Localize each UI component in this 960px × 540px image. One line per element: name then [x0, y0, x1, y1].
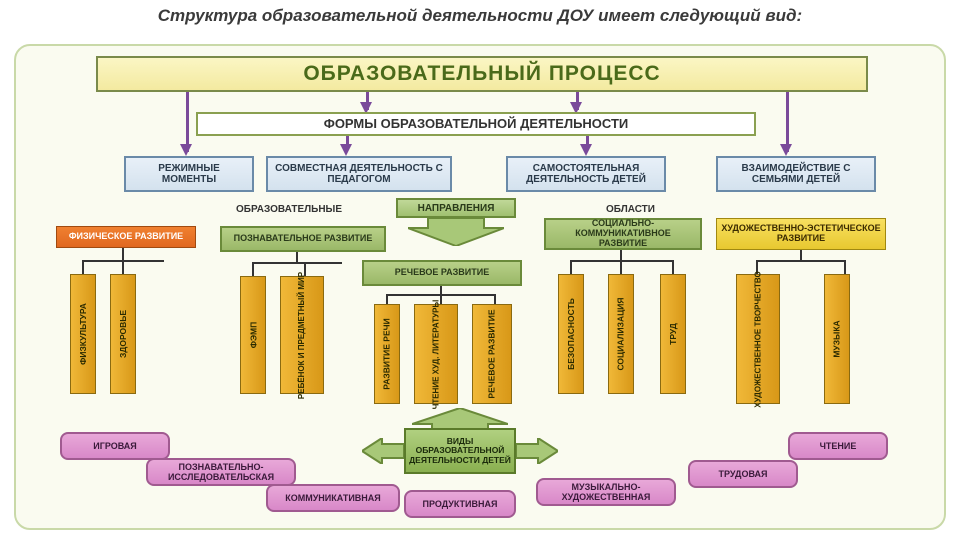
item-label: ФЭМП — [248, 322, 258, 349]
label-oblasti: ОБЛАСТИ — [606, 204, 655, 215]
area-cognitive: ПОЗНАВАТЕЛЬНОЕ РАЗВИТИЕ — [220, 226, 386, 252]
activity-reading: ЧТЕНИЕ — [788, 432, 888, 460]
item-label: СОЦИАЛИЗАЦИЯ — [616, 297, 626, 370]
connector — [82, 260, 84, 274]
item-safety: БЕЗОПАСНОСТЬ — [558, 274, 584, 394]
page-title: Структура образовательной деятельности Д… — [0, 0, 960, 28]
area-art: ХУДОЖЕСТВЕННО-ЭСТЕТИЧЕСКОЕ РАЗВИТИЕ — [716, 218, 886, 250]
item-physculture: ФИЗКУЛЬТУРА — [70, 274, 96, 394]
connector — [620, 260, 622, 274]
activity-research: ПОЗНАВАТЕЛЬНО-ИССЛЕДОВАТЕЛЬСКАЯ — [146, 458, 296, 486]
label-educational: ОБРАЗОВАТЕЛЬНЫЕ — [236, 204, 342, 215]
area-speech: РЕЧЕВОЕ РАЗВИТИЕ — [362, 260, 522, 286]
item-label: РАЗВИТИЕ РЕЧИ — [382, 318, 392, 389]
item-child-world: РЕБЁНОК И ПРЕДМЕТНЫЙ МИР — [280, 276, 324, 394]
item-music: МУЗЫКА — [824, 274, 850, 404]
connector — [620, 250, 622, 260]
item-label: ФИЗКУЛЬТУРА — [78, 303, 88, 365]
item-label: МУЗЫКА — [832, 320, 842, 357]
arrow-stem — [186, 92, 189, 152]
connector — [570, 260, 572, 274]
activity-music-art: МУЗЫКАЛЬНО-ХУДОЖЕСТВЕННАЯ — [536, 478, 676, 506]
form-box-2: СОВМЕСТНАЯ ДЕЯТЕЛЬНОСТЬ С ПЕДАГОГОМ — [266, 156, 452, 192]
connector — [386, 294, 388, 304]
item-socialization: СОЦИАЛИЗАЦИЯ — [608, 274, 634, 394]
item-speech: РЕЧЕВОЕ РАЗВИТИЕ — [472, 304, 512, 404]
activities-center: ВИДЫ ОБРАЗОВАТЕЛЬНОЙ ДЕЯТЕЛЬНОСТИ ДЕТЕЙ — [404, 428, 516, 474]
arrow-down-icon — [780, 144, 792, 156]
connector — [756, 260, 846, 262]
connector — [494, 294, 496, 304]
connector — [122, 260, 124, 274]
connector — [122, 248, 124, 260]
item-label: ЧТЕНИЕ ХУД. ЛИТЕРАТУРЫ — [432, 299, 441, 409]
activity-productive: ПРОДУКТИВНАЯ — [404, 490, 516, 518]
item-label: БЕЗОПАСНОСТЬ — [566, 298, 576, 370]
activity-labor: ТРУДОВАЯ — [688, 460, 798, 488]
connector — [844, 260, 846, 274]
main-process-banner: ОБРАЗОВАТЕЛЬНЫЙ ПРОЦЕСС — [96, 56, 868, 92]
area-social: СОЦИАЛЬНО-КОММУНИКАТИВНОЕ РАЗВИТИЕ — [544, 218, 702, 250]
item-speech-dev: РАЗВИТИЕ РЕЧИ — [374, 304, 400, 404]
item-label: РЕБЁНОК И ПРЕДМЕТНЫЙ МИР — [298, 271, 307, 398]
item-label: ЗДОРОВЬЕ — [118, 310, 128, 358]
connector — [672, 260, 674, 274]
connector — [296, 252, 298, 262]
chevron-up-icon — [412, 408, 508, 430]
connector — [440, 286, 442, 294]
arrow-down-icon — [580, 144, 592, 156]
item-health: ЗДОРОВЬЕ — [110, 274, 136, 394]
area-physical: ФИЗИЧЕСКОЕ РАЗВИТИЕ — [56, 226, 196, 248]
item-label: ХУДОЖЕСТВЕННОЕ ТВОРЧЕСТВО — [754, 271, 763, 407]
activity-play: ИГРОВАЯ — [60, 432, 170, 460]
item-label: РЕЧЕВОЕ РАЗВИТИЕ — [487, 309, 497, 398]
arrow-stem — [786, 92, 789, 152]
item-labor: ТРУД — [660, 274, 686, 394]
arrow-left-icon — [362, 438, 404, 464]
item-reading-lit: ЧТЕНИЕ ХУД. ЛИТЕРАТУРЫ — [414, 304, 458, 404]
arrow-right-icon — [516, 438, 558, 464]
connector — [800, 250, 802, 260]
forms-banner: ФОРМЫ ОБРАЗОВАТЕЛЬНОЙ ДЕЯТЕЛЬНОСТИ — [196, 112, 756, 136]
connector — [570, 260, 674, 262]
connector — [252, 262, 342, 264]
form-box-3: САМОСТОЯТЕЛЬНАЯ ДЕЯТЕЛЬНОСТЬ ДЕТЕЙ — [506, 156, 666, 192]
connector — [252, 262, 254, 276]
item-femp: ФЭМП — [240, 276, 266, 394]
arrow-down-icon — [180, 144, 192, 156]
arrow-down-icon — [340, 144, 352, 156]
item-art-creativity: ХУДОЖЕСТВЕННОЕ ТВОРЧЕСТВО — [736, 274, 780, 404]
form-box-1: РЕЖИМНЫЕ МОМЕНТЫ — [124, 156, 254, 192]
directions-box: НАПРАВЛЕНИЯ — [396, 198, 516, 218]
diagram-frame: ОБРАЗОВАТЕЛЬНЫЙ ПРОЦЕСС ФОРМЫ ОБРАЗОВАТЕ… — [14, 44, 946, 530]
activity-communicative: КОММУНИКАТИВНАЯ — [266, 484, 400, 512]
chevron-down-icon — [408, 218, 504, 246]
item-label: ТРУД — [668, 323, 678, 345]
form-box-4: ВЗАИМОДЕЙСТВИЕ С СЕМЬЯМИ ДЕТЕЙ — [716, 156, 876, 192]
